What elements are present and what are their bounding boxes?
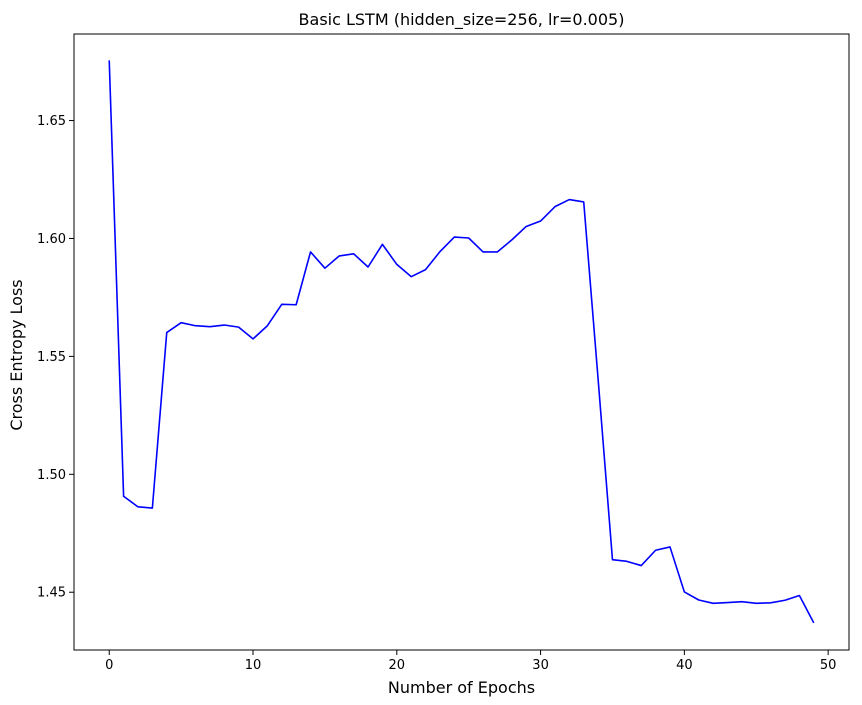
x-tick-label: 0 [105, 658, 113, 673]
x-tick-label: 10 [245, 658, 262, 673]
y-tick-label: 1.60 [37, 232, 66, 247]
x-tick-label: 50 [820, 658, 837, 673]
y-tick-label: 1.45 [37, 586, 66, 601]
y-tick-label: 1.50 [37, 468, 66, 483]
series-line-0 [108, 60, 815, 624]
x-tick-label: 30 [532, 658, 549, 673]
y-tick-label: 1.55 [37, 350, 66, 365]
chart-title: Basic LSTM (hidden_size=256, lr=0.005) [299, 10, 625, 30]
x-axis-label: Number of Epochs [388, 678, 535, 697]
y-axis-label: Cross Entropy Loss [7, 279, 26, 430]
x-tick-label: 20 [389, 658, 406, 673]
x-tick-label: 40 [676, 658, 693, 673]
y-tick-label: 1.65 [37, 114, 66, 129]
axes-frame [73, 33, 850, 651]
plot-area: 0 10 20 30 40 50 1.45 1.50 1.55 1.60 1.65 [37, 33, 850, 673]
